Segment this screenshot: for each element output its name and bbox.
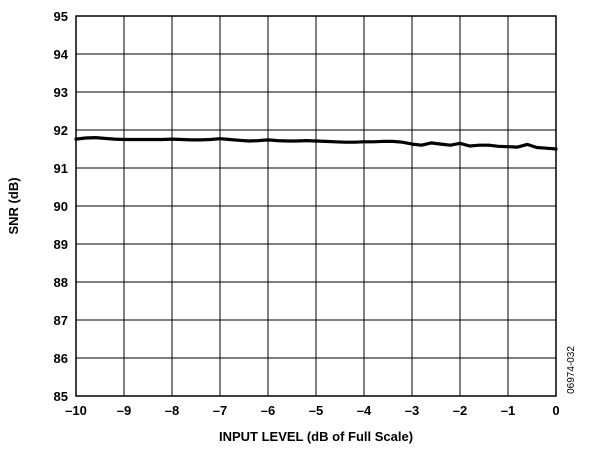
y-axis-tick-labels: 85 86 87 88 89 90 91 92 93 94 95	[54, 9, 69, 404]
y-tick-label: 92	[54, 123, 68, 138]
snr-series-line	[74, 136, 558, 151]
y-axis-title: SNR (dB)	[6, 177, 21, 234]
x-axis-title: INPUT LEVEL (dB of Full Scale)	[219, 429, 413, 444]
y-tick-label: 87	[54, 313, 68, 328]
x-tick-label: –5	[309, 403, 323, 418]
grid-lines	[76, 16, 556, 396]
y-tick-label: 94	[54, 47, 69, 62]
y-tick-label: 89	[54, 237, 68, 252]
x-axis-tick-labels: –10 –9 –8 –7 –6 –5 –4 –3 –2 –1 0	[65, 403, 559, 418]
x-tick-label: –6	[261, 403, 275, 418]
x-tick-label: –1	[501, 403, 515, 418]
x-tick-label: –9	[117, 403, 131, 418]
figure-id-label: 06974-032	[566, 346, 577, 394]
y-tick-label: 91	[54, 161, 68, 176]
x-tick-label: –3	[405, 403, 419, 418]
y-tick-label: 85	[54, 389, 68, 404]
x-tick-label: –8	[165, 403, 179, 418]
x-tick-label: 0	[552, 403, 559, 418]
y-tick-label: 93	[54, 85, 68, 100]
x-tick-label: –4	[357, 403, 372, 418]
x-tick-label: –7	[213, 403, 227, 418]
y-tick-label: 90	[54, 199, 68, 214]
y-tick-label: 95	[54, 9, 68, 24]
plot-area-frame	[75, 15, 557, 397]
x-tick-label: –2	[453, 403, 467, 418]
x-tick-label: –10	[65, 403, 87, 418]
y-tick-label: 86	[54, 351, 68, 366]
series-layer	[74, 136, 558, 151]
y-tick-label: 88	[54, 275, 68, 290]
